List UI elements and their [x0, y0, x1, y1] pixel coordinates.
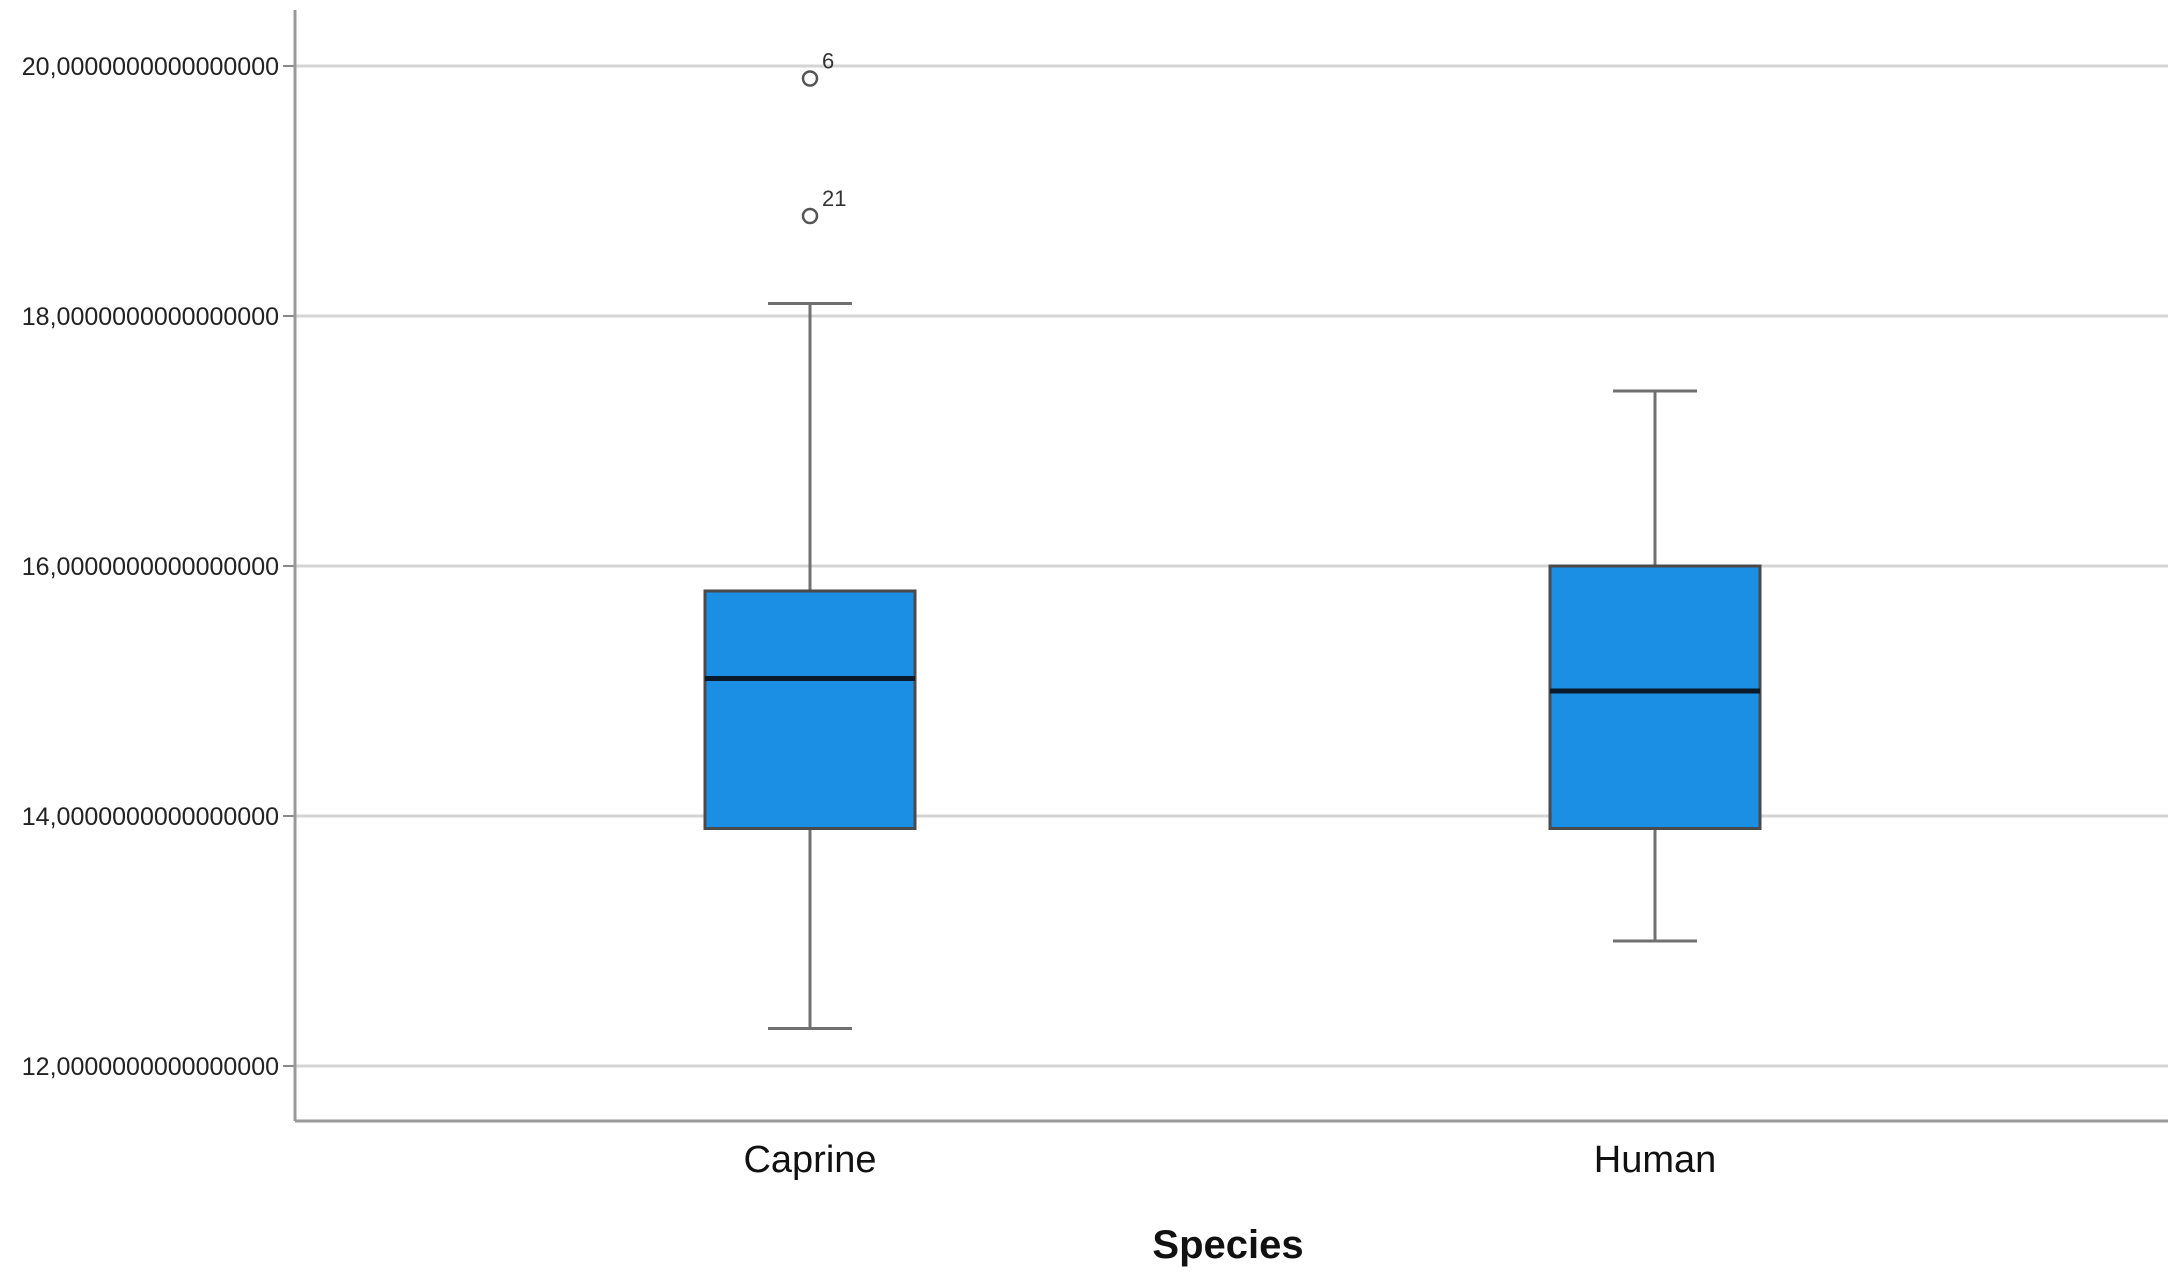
x-category-label: Human — [1594, 1139, 1717, 1181]
iqr-box — [1548, 564, 1762, 830]
y-tick-label: 16,0000000000000000 — [22, 553, 279, 581]
x-axis-title: Species — [1152, 1223, 1303, 1267]
y-tick-label: 20,0000000000000000 — [22, 53, 279, 81]
iqr-box — [703, 589, 917, 830]
y-tick-label: 14,0000000000000000 — [22, 803, 279, 831]
outlier-label: 6 — [822, 49, 834, 74]
axes — [283, 10, 2168, 1123]
outlier-point — [801, 207, 819, 225]
y-tick-label: 12,0000000000000000 — [22, 1053, 279, 1081]
x-category-label: Caprine — [743, 1139, 876, 1181]
gridlines — [295, 64, 2168, 1068]
box-human — [1548, 389, 1762, 943]
y-tick-labels: 12,0000000000000000 14,0000000000000000 16… — [22, 53, 279, 1081]
x-category-labels: Caprine Human — [743, 1139, 1716, 1181]
box-caprine: 6 21 — [703, 49, 917, 1030]
outlier-point — [801, 70, 819, 87]
boxes: 6 21 — [703, 49, 1762, 1030]
y-tick-label: 18,0000000000000000 — [22, 303, 279, 331]
outlier-label: 21 — [822, 186, 846, 211]
